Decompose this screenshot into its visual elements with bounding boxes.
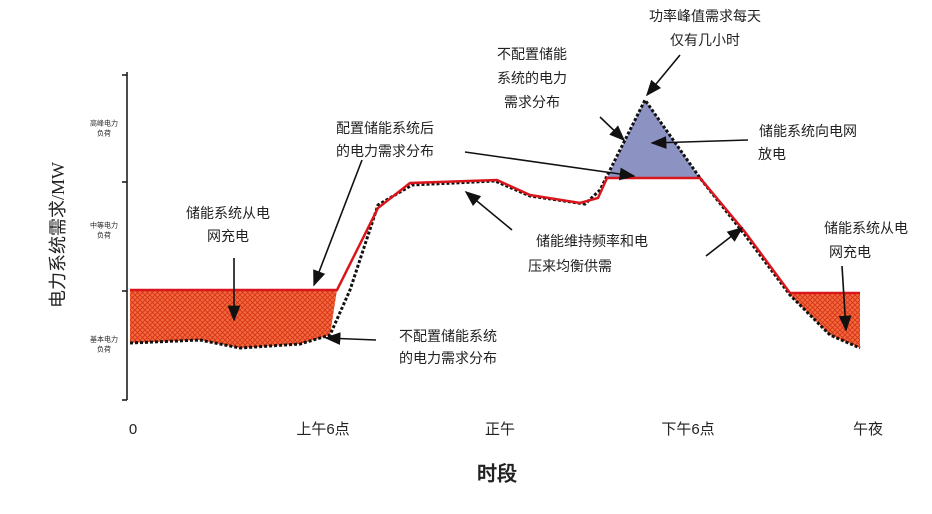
arrow (650, 136, 749, 149)
arrow (599, 116, 626, 142)
annotation: 网充电 (829, 245, 871, 261)
x-axis-label: 时段 (477, 461, 517, 485)
band-labels: 高峰电力 负荷 中等电力 负荷 基本电力 负荷 (90, 119, 118, 354)
annotation: 不配置储能系统 (399, 329, 497, 345)
arrows (227, 54, 852, 345)
charge-area-right (790, 293, 860, 348)
arrow (838, 265, 852, 332)
x-tick-label: 0 (129, 421, 137, 438)
band-label: 基本电力 (90, 335, 118, 344)
annotation: 储能系统向电网 (759, 124, 857, 140)
arrow (313, 159, 363, 287)
axes (122, 72, 128, 401)
demand-with-storage (130, 176, 860, 295)
band-label: 负荷 (97, 345, 111, 354)
annotations: 功率峰值需求每天 仅有几小时 不配置储能 系统的电力 需求分布 储能系统向电网 … (186, 8, 908, 367)
annotation: 储能系统从电 (186, 206, 270, 222)
areas (130, 100, 860, 348)
x-tick-label: 午夜 (853, 421, 883, 438)
y-axis-label: 电力系统需求/MW (48, 162, 68, 308)
arrow (324, 332, 377, 345)
annotation: 仅有几小时 (670, 33, 740, 49)
annotation: 储能维持频率和电 (536, 233, 648, 250)
band-label: 中等电力 (90, 221, 118, 230)
annotation: 压来均衡供需 (528, 259, 612, 275)
annotation: 功率峰值需求每天 (649, 8, 761, 25)
arrow (645, 54, 681, 97)
arrow (705, 227, 744, 257)
annotation: 的电力需求分布 (336, 144, 434, 160)
band-label: 负荷 (97, 129, 111, 138)
annotation: 的电力需求分布 (399, 351, 497, 367)
annotation: 配置储能系统后 (336, 121, 434, 137)
band-label: 高峰电力 (90, 119, 118, 128)
annotation: 系统的电力 (497, 71, 567, 87)
annotation: 需求分布 (504, 95, 560, 111)
x-tick-label: 正午 (485, 421, 515, 438)
annotation: 储能系统从电 (824, 221, 908, 237)
annotation: 放电 (758, 147, 786, 163)
annotation: 网充电 (207, 229, 249, 245)
arrow (464, 190, 513, 231)
demand-without-storage (129, 97, 861, 350)
x-tick-label: 下午6点 (661, 421, 714, 438)
band-label: 负荷 (97, 231, 111, 240)
annotation: 不配置储能 (497, 47, 567, 63)
arrow (464, 151, 636, 181)
x-tick-label: 上午6点 (296, 421, 349, 438)
x-ticks: 0 上午6点 正午 下午6点 午夜 (129, 421, 883, 438)
